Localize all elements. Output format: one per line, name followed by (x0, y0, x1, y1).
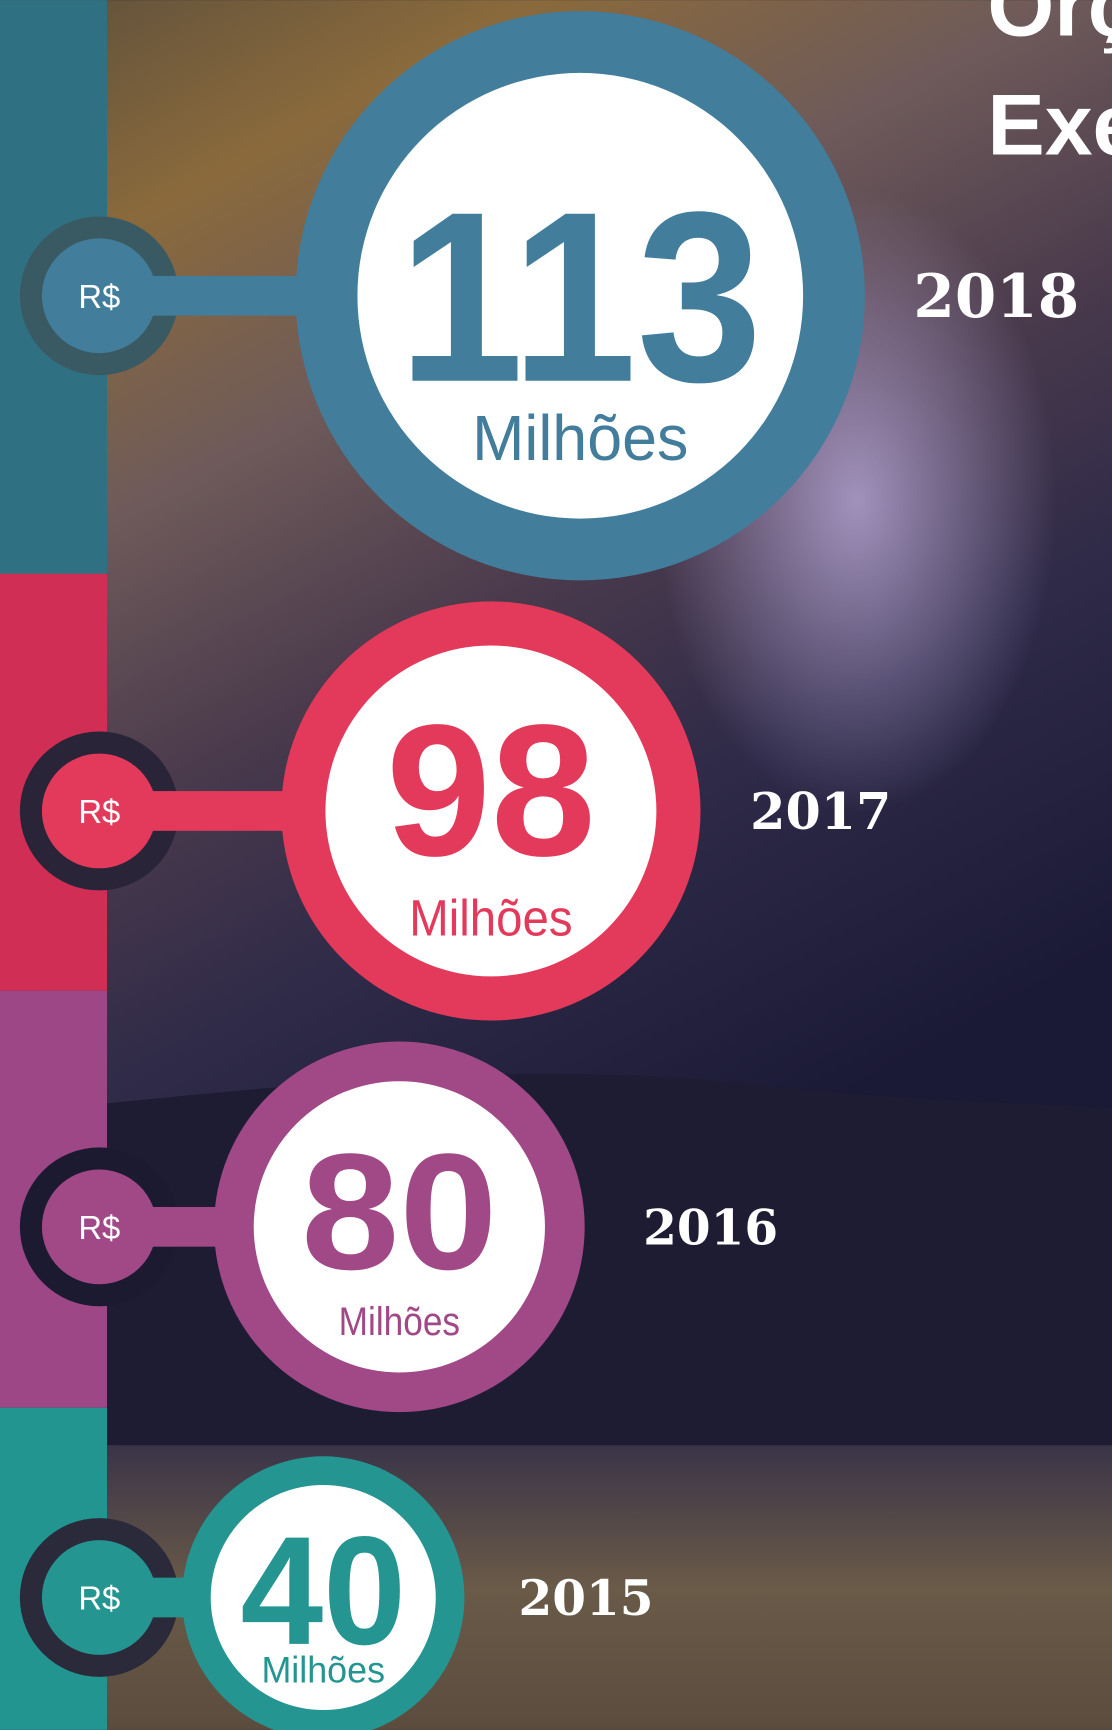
title-line: Orç (987, 0, 1112, 54)
currency: R$ (78, 279, 120, 316)
value: 80 (301, 1120, 497, 1305)
unit: Milhões (472, 402, 688, 474)
currency: R$ (78, 1210, 120, 1247)
year: 2017 (750, 781, 891, 841)
value: 98 (386, 685, 596, 895)
unit: Milhões (339, 1300, 460, 1344)
year: 2018 (913, 262, 1079, 332)
year: 2015 (518, 1570, 653, 1627)
title-line: Exe (987, 78, 1112, 174)
infographic: Orç Exe R$113Milhões2018R$98Milhões2017R… (0, 0, 1112, 1730)
unit: Milhões (261, 1648, 385, 1690)
currency: R$ (78, 1581, 120, 1618)
value: 113 (398, 162, 762, 433)
year: 2016 (643, 1199, 778, 1256)
unit: Milhões (409, 890, 572, 947)
page: {"title": ["Orç", "Exe"], "items": [ {"c… (0, 0, 1112, 1730)
currency: R$ (78, 794, 120, 831)
